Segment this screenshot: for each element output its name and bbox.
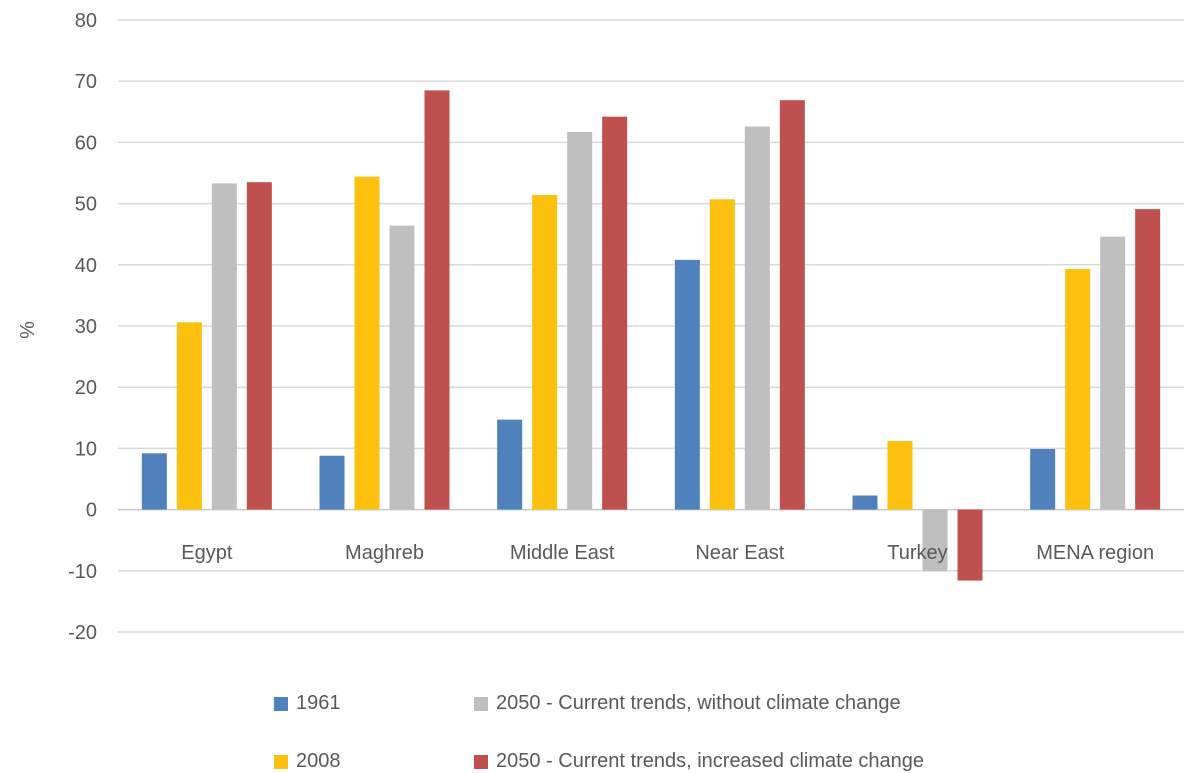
bar-mena-region-series-1 [1065, 269, 1091, 510]
y-tick-label: 10 [75, 438, 97, 460]
bar-mena-region-series-2 [1100, 236, 1126, 510]
legend-item-2050-increased-climate-change: 2050 - Current trends, increased climate… [474, 750, 924, 773]
bar-turkey-series-0 [852, 495, 878, 510]
y-tick-label: 40 [75, 255, 97, 277]
legend-swatch [474, 754, 488, 769]
y-tick-label: 20 [75, 377, 97, 399]
bar-mena-region-series-3 [1135, 209, 1161, 510]
legend-label: 2008 [296, 750, 341, 772]
y-axis-ticks: -20 -10 0 10 20 30 40 50 60 70 80 [68, 10, 97, 644]
legend-label: 2050 - Current trends, increased climate… [496, 750, 925, 772]
bar-turkey-series-1 [887, 441, 913, 510]
y-tick-label: -20 [68, 622, 97, 644]
bar-turkey-series-3 [957, 509, 983, 581]
y-tick-label: 70 [75, 71, 97, 93]
legend-item-1961: 1961 [274, 692, 341, 715]
x-category-label: Near East [695, 542, 784, 564]
bar-middle-east-series-2 [567, 131, 593, 510]
y-tick-label: 60 [75, 132, 97, 154]
y-tick-label: 0 [86, 500, 97, 522]
bar-turkey-series-2 [922, 509, 948, 572]
bars [141, 90, 1161, 581]
bar-near-east-series-0 [674, 259, 700, 510]
x-category-label: MENA region [1036, 542, 1154, 564]
x-category-label: Egypt [181, 542, 233, 564]
bar-middle-east-series-0 [497, 419, 523, 510]
bar-egypt-series-2 [211, 183, 237, 510]
y-tick-label: 50 [75, 194, 97, 216]
y-axis-title: % [17, 321, 39, 339]
legend-swatch [474, 696, 488, 711]
legend-swatch [274, 696, 288, 711]
legend-label: 2050 - Current trends, without climate c… [496, 692, 901, 714]
bar-middle-east-series-3 [602, 116, 628, 510]
bar-egypt-series-1 [176, 322, 202, 510]
y-tick-label: -10 [68, 561, 97, 583]
x-category-label: Turkey [887, 542, 947, 564]
bar-middle-east-series-1 [532, 195, 558, 510]
legend-label: 1961 [296, 692, 341, 714]
bar-maghreb-series-1 [354, 176, 380, 510]
bar-egypt-series-3 [246, 182, 272, 510]
bar-near-east-series-3 [779, 100, 805, 510]
legend-item-2008: 2008 [274, 750, 341, 773]
y-tick-label: 30 [75, 316, 97, 338]
bar-near-east-series-2 [744, 126, 770, 510]
bar-egypt-series-0 [141, 453, 167, 510]
x-category-label: Maghreb [345, 542, 424, 564]
bar-maghreb-series-2 [389, 225, 415, 510]
x-axis-categories: Egypt Maghreb Middle East Near East Turkey ME… [181, 542, 1154, 564]
legend: 1961 2050 - Current trends, without clim… [274, 682, 994, 772]
bar-mena-region-series-0 [1030, 449, 1056, 510]
gridlines [118, 19, 1184, 633]
legend-swatch [274, 754, 288, 769]
bar-maghreb-series-0 [319, 455, 345, 510]
x-category-label: Middle East [510, 542, 615, 564]
bar-maghreb-series-3 [424, 90, 450, 510]
y-tick-label: 80 [75, 10, 97, 32]
legend-item-2050-without-climate-change: 2050 - Current trends, without climate c… [474, 692, 901, 715]
bar-near-east-series-1 [709, 199, 735, 510]
